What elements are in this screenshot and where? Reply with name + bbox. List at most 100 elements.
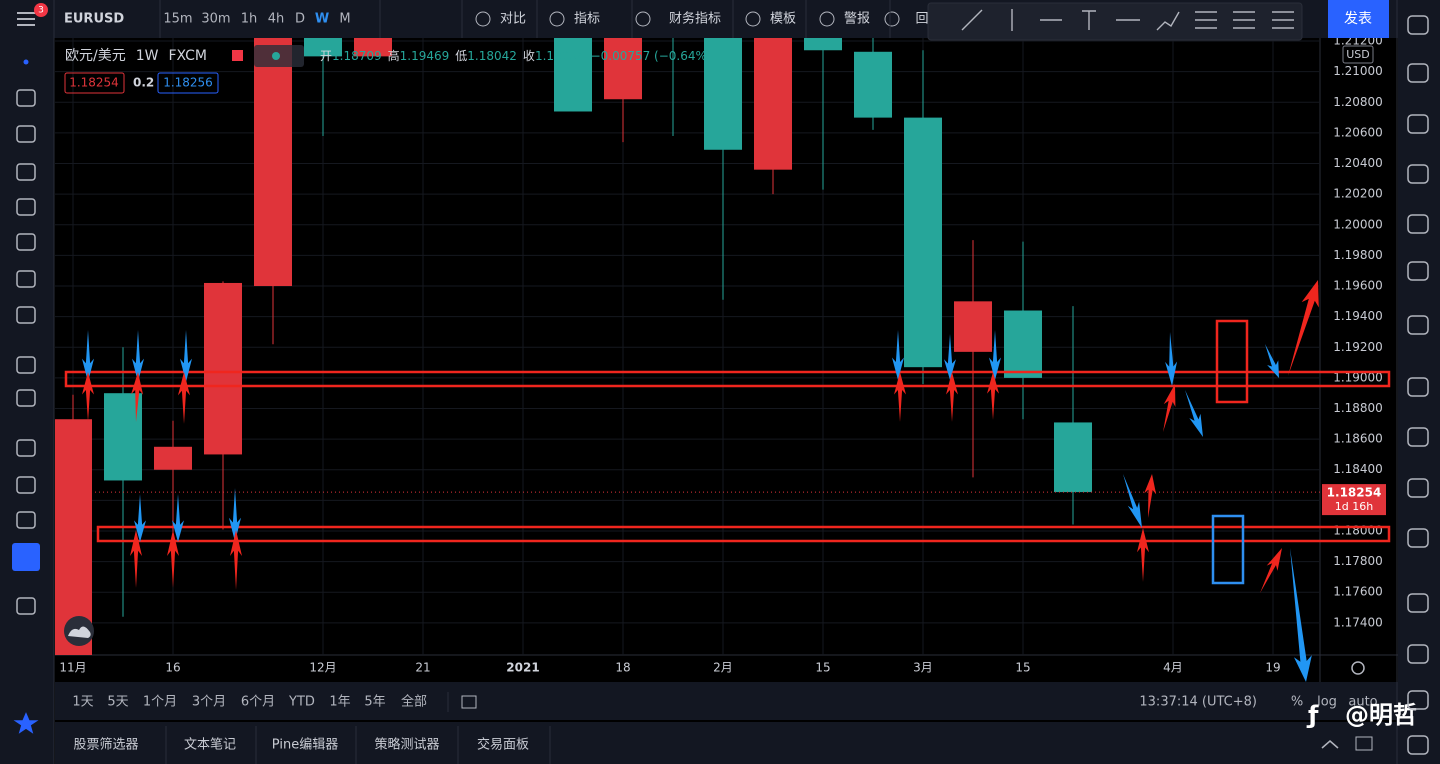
bid[interactable]: 1.18254 <box>69 76 119 90</box>
star-icon[interactable] <box>13 712 39 734</box>
range[interactable]: 1个月 <box>143 695 177 710</box>
clock: 13:37:14 (UTC+8) <box>1139 695 1257 710</box>
tab[interactable]: Pine编辑器 <box>272 738 338 753</box>
interval[interactable]: 1h <box>241 12 258 27</box>
tool-icon[interactable] <box>16 439 36 457</box>
date-icon[interactable] <box>461 695 477 709</box>
cursor-icon[interactable] <box>23 59 29 65</box>
candle-body <box>954 301 992 352</box>
tab[interactable]: 文本笔记 <box>184 737 236 753</box>
spread: 0.2 <box>133 76 154 90</box>
arrow <box>1290 548 1312 682</box>
interval[interactable]: 30m <box>201 12 230 27</box>
interval[interactable]: 15m <box>163 12 192 27</box>
time-label: 15 <box>815 661 830 675</box>
arrow <box>130 530 142 588</box>
panel-icon[interactable] <box>1407 427 1429 447</box>
panel-icon[interactable] <box>1407 735 1429 755</box>
interval[interactable]: W <box>315 12 329 27</box>
panel-icon[interactable] <box>1407 377 1429 397</box>
maximize-icon[interactable] <box>1355 736 1373 751</box>
arrows <box>82 280 1319 682</box>
scale-option[interactable]: log <box>1317 695 1337 710</box>
publish-label[interactable]: 发表 <box>1344 11 1372 27</box>
toolbar-button[interactable]: 模板 <box>770 12 796 27</box>
panel-icon[interactable] <box>1407 15 1429 35</box>
symbol[interactable]: EURUSD <box>64 12 124 27</box>
tool-icon[interactable] <box>16 389 36 407</box>
ask[interactable]: 1.18256 <box>163 76 213 90</box>
interval[interactable]: M <box>339 12 350 27</box>
market-status <box>272 52 280 60</box>
last-price: 1.18254 <box>1327 486 1382 500</box>
tool-icon[interactable] <box>16 597 36 615</box>
panel-icon[interactable] <box>1407 644 1429 664</box>
tool-icon[interactable] <box>16 356 36 374</box>
tool-icon[interactable] <box>16 125 36 143</box>
panel-icon[interactable] <box>1407 528 1429 548</box>
watermark: @明哲 <box>1345 701 1417 729</box>
tool-icon[interactable] <box>16 270 36 288</box>
range[interactable]: YTD <box>288 695 315 710</box>
last-price-tag <box>1322 484 1386 516</box>
panel-icon[interactable] <box>1407 114 1429 134</box>
panel-icon[interactable] <box>1407 478 1429 498</box>
candle-body <box>754 38 792 170</box>
interval[interactable]: 4h <box>268 12 285 27</box>
range[interactable]: 6个月 <box>241 695 275 710</box>
tool-icon[interactable] <box>16 233 36 251</box>
toolbar-button[interactable]: 警报 <box>844 11 870 27</box>
button-icon <box>475 11 491 27</box>
button-icon <box>635 11 651 27</box>
tool-icon[interactable] <box>16 306 36 324</box>
range[interactable]: 1天 <box>72 695 93 710</box>
panel-icon[interactable] <box>1407 63 1429 83</box>
tool-icon[interactable] <box>16 511 36 529</box>
panel-icon[interactable] <box>1407 164 1429 184</box>
candle-body <box>1054 422 1092 493</box>
marker-box <box>1215 319 1249 404</box>
collapse-icon[interactable] <box>1321 740 1339 749</box>
settings-icon[interactable] <box>1351 661 1365 675</box>
ask-box[interactable] <box>157 72 219 94</box>
legend-exchange: FXCM <box>168 48 206 64</box>
panel-icon[interactable] <box>1407 315 1429 335</box>
price-label: 1.20800 <box>1333 95 1383 109</box>
scale-option[interactable]: % <box>1291 695 1303 710</box>
toolbar-button[interactable]: 财务指标 <box>669 11 721 27</box>
panel-icon[interactable] <box>1407 261 1429 281</box>
tool-icon[interactable] <box>16 163 36 181</box>
toolbar-button[interactable]: 指标 <box>574 12 600 27</box>
arrow <box>1137 528 1149 582</box>
bid-box[interactable] <box>64 72 125 94</box>
candle-body <box>804 38 842 51</box>
candle-body <box>304 38 342 57</box>
tool-icon[interactable] <box>16 198 36 216</box>
publish-button[interactable] <box>1328 0 1389 38</box>
panel-icon[interactable] <box>1407 593 1429 613</box>
toolbar-button[interactable]: 对比 <box>500 12 526 27</box>
toolbar-button[interactable]: 回 <box>915 12 928 27</box>
range[interactable]: 5年 <box>364 695 385 710</box>
range[interactable]: 1年 <box>329 695 350 710</box>
tab[interactable]: 策略测试器 <box>374 737 439 753</box>
arrow <box>987 372 999 420</box>
active-tool[interactable] <box>12 543 40 571</box>
tool-icon[interactable] <box>16 476 36 494</box>
menu-icon[interactable] <box>17 12 35 26</box>
drawing-tools <box>961 9 1294 31</box>
tab[interactable]: 股票筛选器 <box>73 738 138 753</box>
panel-icon[interactable] <box>1407 214 1429 234</box>
price-label: 1.19600 <box>1333 279 1383 293</box>
tab[interactable]: 交易面板 <box>477 737 529 753</box>
scale-option[interactable]: auto <box>1348 695 1377 710</box>
interval[interactable]: D <box>295 12 305 27</box>
time-label: 19 <box>1265 661 1280 675</box>
arrow <box>989 330 1001 380</box>
panel-icon[interactable] <box>1407 690 1429 710</box>
tool-icon[interactable] <box>16 89 36 107</box>
range[interactable]: 5天 <box>107 695 128 710</box>
range[interactable]: 3个月 <box>192 695 226 710</box>
range[interactable]: 全部 <box>401 694 427 710</box>
